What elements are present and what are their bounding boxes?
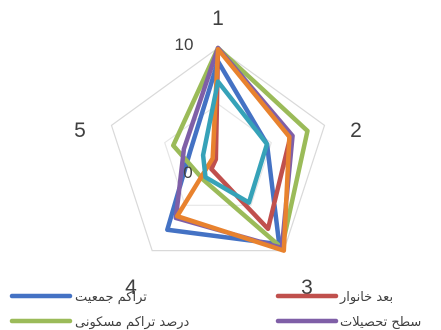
- axis-label-2: 2: [350, 119, 362, 142]
- axis-label-5: 5: [74, 119, 86, 142]
- axis-label-4: 4: [125, 276, 137, 299]
- tick-label: 10: [175, 35, 194, 54]
- series-line-5: [174, 46, 292, 253]
- series-line-6: [200, 79, 270, 205]
- legend-label: تراکم جمعیت: [75, 290, 147, 305]
- radar-series: [165, 45, 310, 253]
- series-line-3: [171, 45, 310, 251]
- tick-label: 0: [183, 163, 192, 182]
- axis-label-3: 3: [301, 276, 313, 299]
- radar-labels: 1 2 3 4 5 0 10: [74, 7, 362, 299]
- legend-label: بعد خانوار: [339, 290, 393, 305]
- legend-label: سطح تحصیلات: [340, 315, 421, 330]
- axis-label-1: 1: [212, 7, 224, 30]
- legend-label: درصد تراکم مسکونی: [75, 315, 190, 330]
- legend: تراکم جمعیت بعد خانوار درصد تراکم مسکونی سط…: [9, 290, 421, 330]
- grid-ring: [110, 47, 326, 252]
